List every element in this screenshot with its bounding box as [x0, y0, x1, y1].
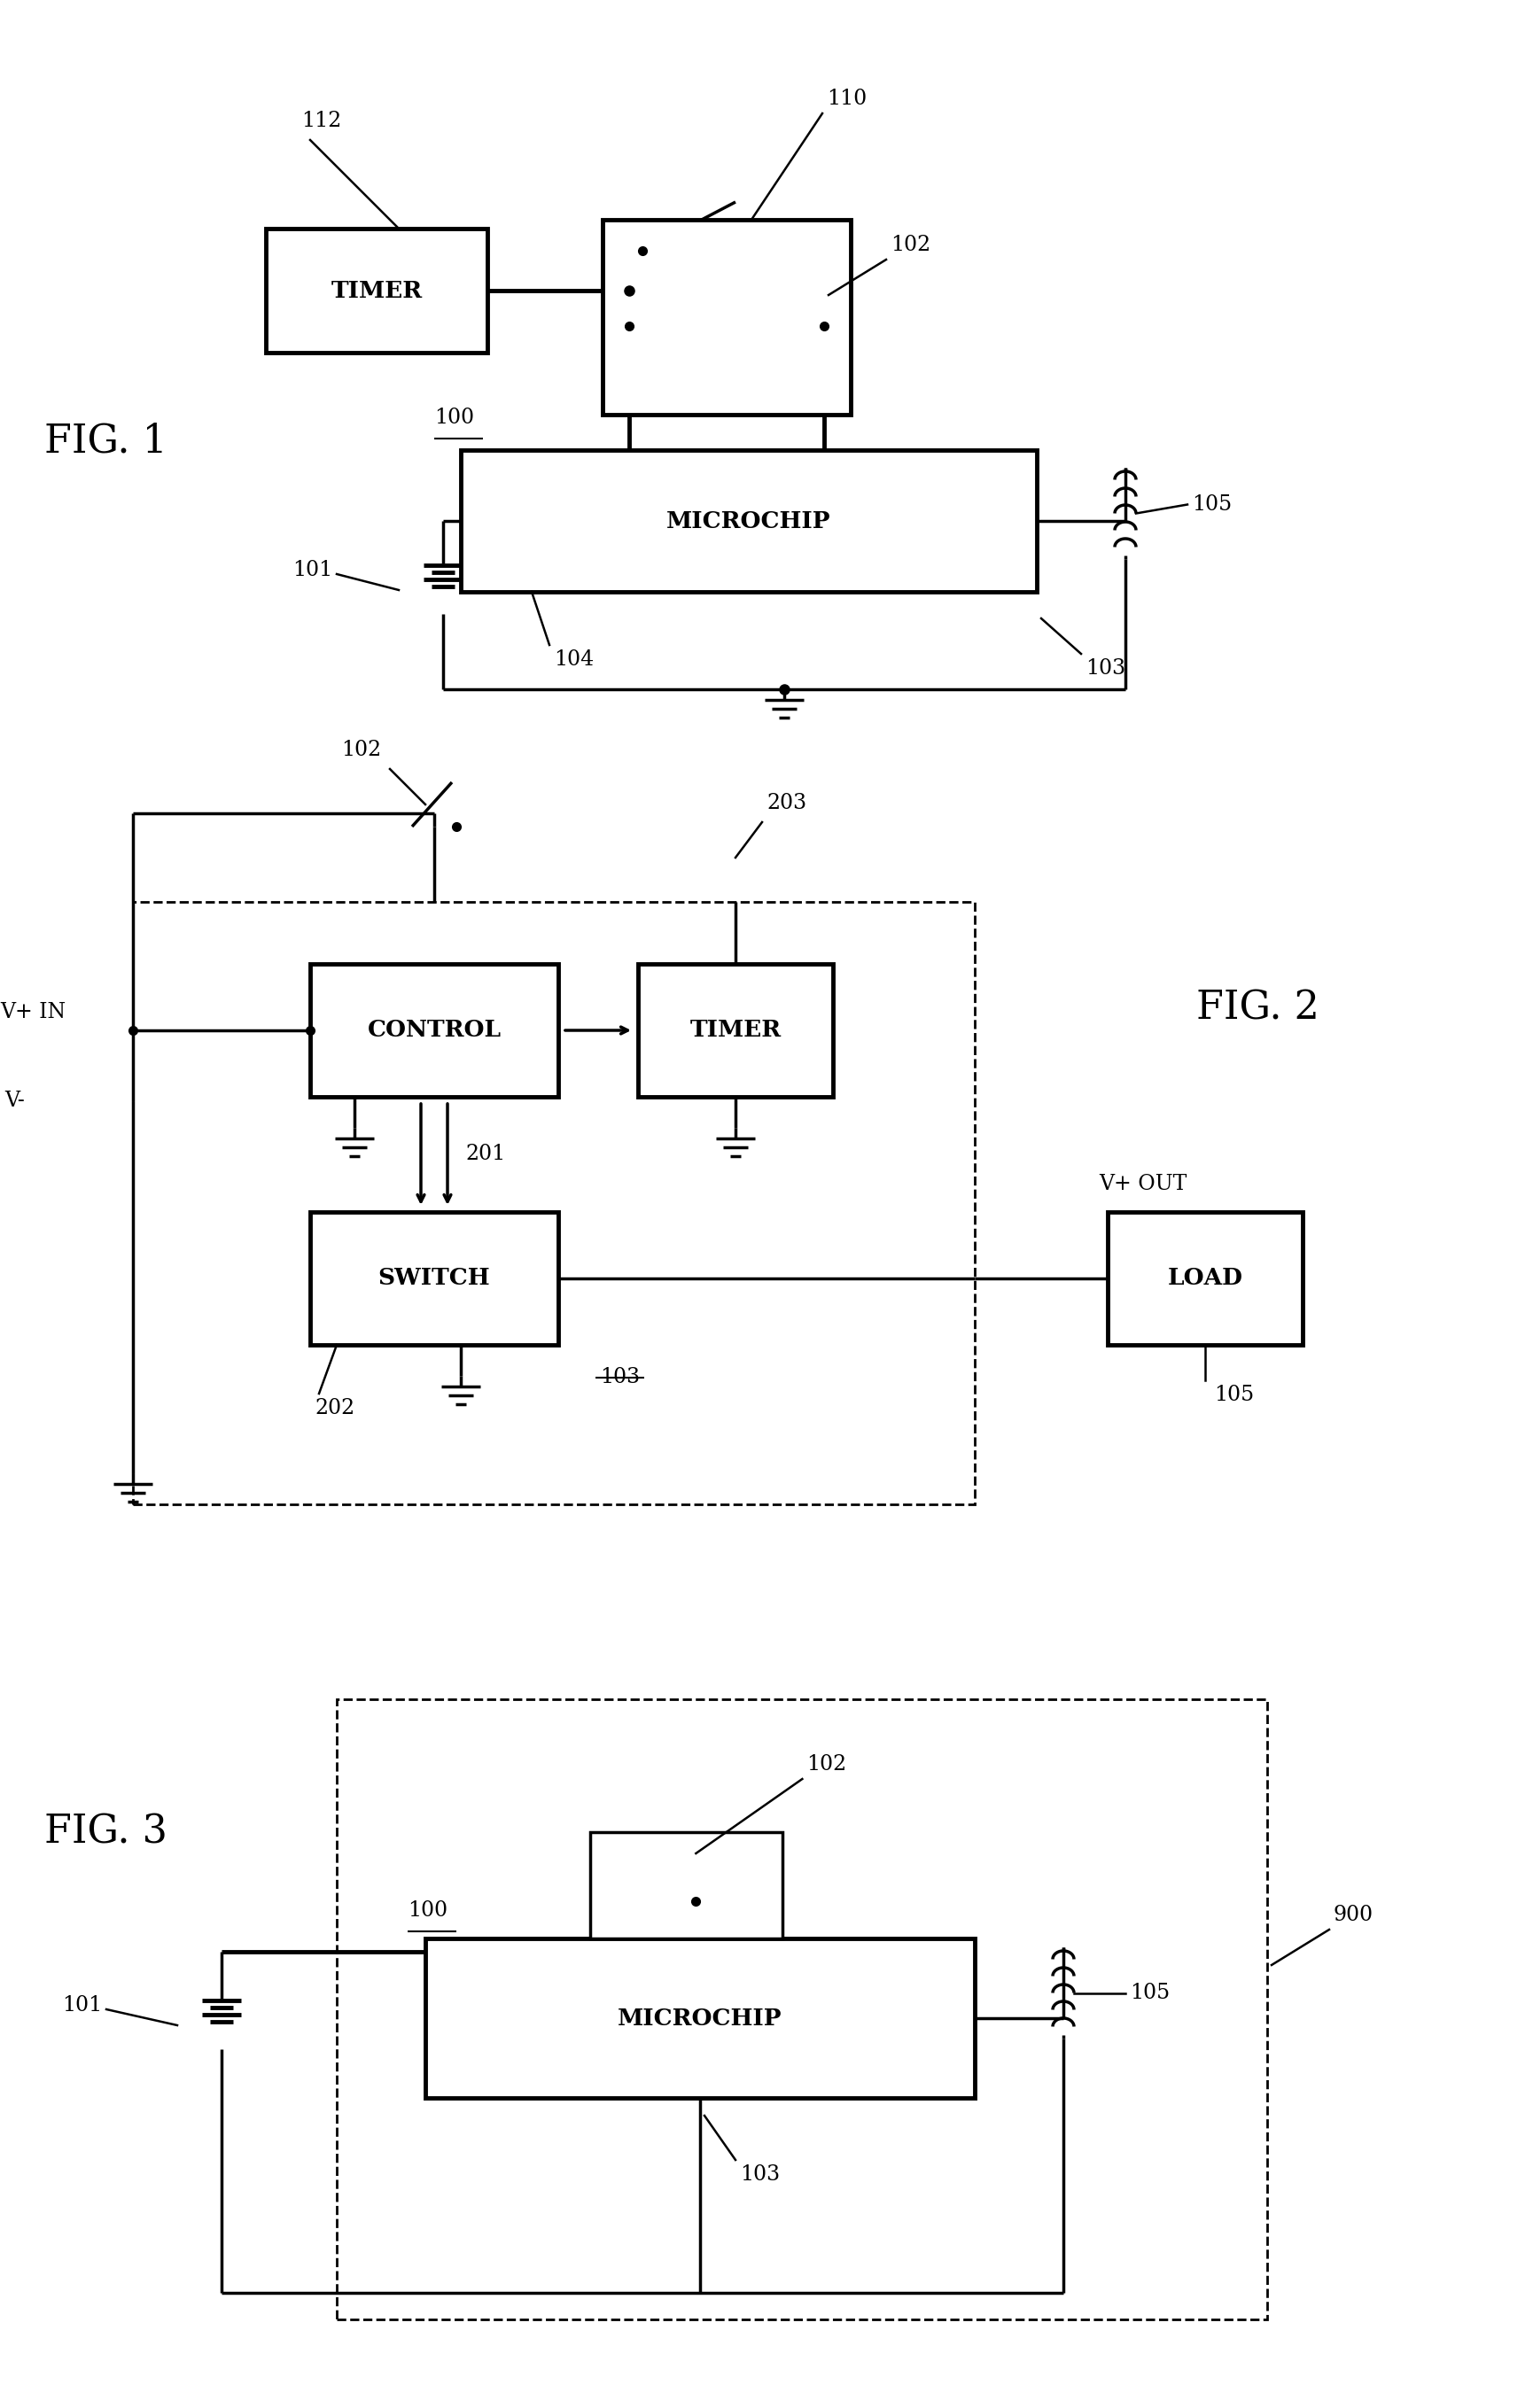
- Text: 102: 102: [340, 739, 380, 761]
- Text: V+ OUT: V+ OUT: [1098, 1173, 1187, 1194]
- Bar: [460, 450, 1036, 592]
- Text: 101: 101: [291, 559, 333, 580]
- Text: FIG. 1: FIG. 1: [44, 421, 167, 460]
- Text: 103: 103: [1085, 657, 1125, 679]
- Bar: [310, 963, 558, 1096]
- Text: V+ IN: V+ IN: [0, 1002, 66, 1023]
- Text: 100: 100: [434, 407, 474, 429]
- Text: TIMER: TIMER: [690, 1019, 780, 1040]
- Text: SWITCH: SWITCH: [377, 1267, 491, 1291]
- Bar: [310, 1211, 558, 1344]
- Text: 103: 103: [599, 1368, 639, 1387]
- Text: 112: 112: [300, 111, 342, 130]
- Text: 105: 105: [1130, 1982, 1170, 2003]
- Text: 102: 102: [891, 234, 931, 255]
- Text: CONTROL: CONTROL: [366, 1019, 501, 1040]
- Bar: [638, 963, 832, 1096]
- Text: 101: 101: [61, 1994, 101, 2015]
- Text: 202: 202: [314, 1399, 354, 1418]
- Text: 105: 105: [1191, 494, 1231, 515]
- Text: 900: 900: [1332, 1905, 1374, 1924]
- Bar: [425, 1938, 973, 2097]
- Text: FIG. 3: FIG. 3: [44, 1813, 167, 1852]
- Text: MICROCHIP: MICROCHIP: [667, 510, 831, 532]
- Text: FIG. 2: FIG. 2: [1196, 990, 1318, 1028]
- Text: LOAD: LOAD: [1167, 1267, 1242, 1291]
- Text: 103: 103: [739, 2165, 779, 2184]
- Text: 105: 105: [1213, 1385, 1254, 1406]
- Bar: [265, 229, 487, 352]
- Bar: [1107, 1211, 1302, 1344]
- Bar: [602, 219, 851, 414]
- Text: 203: 203: [766, 792, 806, 814]
- Text: 104: 104: [553, 650, 593, 669]
- Text: MICROCHIP: MICROCHIP: [618, 2008, 782, 2030]
- Text: 102: 102: [806, 1753, 846, 1775]
- Bar: [133, 903, 973, 1505]
- Bar: [590, 1832, 782, 1938]
- Text: 100: 100: [408, 1900, 448, 1922]
- Text: TIMER: TIMER: [331, 279, 422, 301]
- Bar: [337, 1700, 1266, 2319]
- Text: 110: 110: [826, 89, 866, 108]
- Text: V-: V-: [5, 1091, 25, 1112]
- Text: 201: 201: [464, 1144, 504, 1165]
